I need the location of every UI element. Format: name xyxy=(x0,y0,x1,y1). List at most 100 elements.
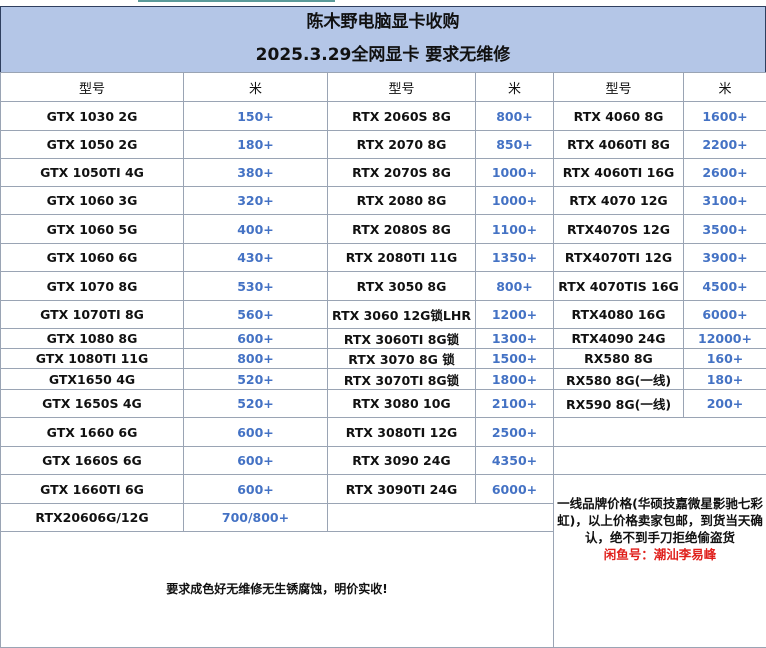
price-cell: 1500+ xyxy=(476,349,554,369)
price-cell: 1200+ xyxy=(476,301,554,329)
price-cell: 150+ xyxy=(184,102,328,131)
model-cell: GTX 1050TI 4G xyxy=(1,159,184,187)
price-cell: 4350+ xyxy=(476,447,554,475)
model-cell: GTX 1660TI 6G xyxy=(1,475,184,504)
price-cell: 600+ xyxy=(184,475,328,504)
model-cell: GTX 1030 2G xyxy=(1,102,184,131)
model-cell: RTX 3050 8G xyxy=(328,272,476,301)
price-cell: 850+ xyxy=(476,131,554,159)
model-cell: GTX 1660 6G xyxy=(1,418,184,447)
model-cell: RTX 3060TI 8G锁 xyxy=(328,329,476,349)
price-cell: 200+ xyxy=(684,390,766,418)
price-cell: 380+ xyxy=(184,159,328,187)
model-cell: GTX1650 4G xyxy=(1,369,184,390)
model-cell: RTX 4060TI 16G xyxy=(554,159,684,187)
price-cell: 2100+ xyxy=(476,390,554,418)
brand-note-cell: 一线品牌价格(华硕技嘉微星影驰七彩虹)，以上价格卖家包邮，到货当天确认，绝不到手… xyxy=(554,475,766,648)
brand-note: 一线品牌价格(华硕技嘉微星影驰七彩虹)，以上价格卖家包邮，到货当天确认，绝不到手… xyxy=(556,495,764,546)
model-cell: RTX 3090TI 24G xyxy=(328,475,476,504)
price-cell: 3500+ xyxy=(684,215,766,244)
price-cell: 1000+ xyxy=(476,159,554,187)
price-cell: 560+ xyxy=(184,301,328,329)
model-cell: RTX 3070TI 8G锁 xyxy=(328,369,476,390)
model-cell: RTX 4070 12G xyxy=(554,187,684,215)
price-cell: 600+ xyxy=(184,447,328,475)
model-cell: RTX 4060TI 8G xyxy=(554,131,684,159)
model-cell: GTX 1050 2G xyxy=(1,131,184,159)
page-subtitle: 2025.3.29全网显卡 要求无维修 xyxy=(0,38,766,73)
model-cell: RTX4090 24G xyxy=(554,329,684,349)
model-cell: GTX 1060 5G xyxy=(1,215,184,244)
price-cell: 3100+ xyxy=(684,187,766,215)
model-cell: RTX 2080 8G xyxy=(328,187,476,215)
price-cell: 600+ xyxy=(184,418,328,447)
model-cell: RTX 2060S 8G xyxy=(328,102,476,131)
price-header: 米 xyxy=(184,73,328,102)
price-cell: 2500+ xyxy=(476,418,554,447)
model-cell: RTX 3070 8G 锁 xyxy=(328,349,476,369)
price-cell: 520+ xyxy=(184,369,328,390)
price-cell: 3900+ xyxy=(684,244,766,272)
price-cell: 4500+ xyxy=(684,272,766,301)
model-cell: GTX 1650S 4G xyxy=(1,390,184,418)
price-cell: 1300+ xyxy=(476,329,554,349)
model-cell: RTX 4070TIS 16G xyxy=(554,272,684,301)
price-cell: 600+ xyxy=(184,329,328,349)
model-cell: RX580 8G(一线) xyxy=(554,369,684,390)
model-header: 型号 xyxy=(554,73,684,102)
price-cell: 6000+ xyxy=(684,301,766,329)
model-cell: RTX4080 16G xyxy=(554,301,684,329)
header-row: 型号米型号米型号米 xyxy=(1,73,766,102)
price-header: 米 xyxy=(684,73,766,102)
empty-cell xyxy=(554,418,766,447)
page-title: 陈木野电脑显卡收购 xyxy=(0,6,766,39)
model-header: 型号 xyxy=(1,73,184,102)
price-cell: 700/800+ xyxy=(184,504,328,532)
model-cell: GTX 1660S 6G xyxy=(1,447,184,475)
price-cell: 12000+ xyxy=(684,329,766,349)
price-cell: 320+ xyxy=(184,187,328,215)
model-cell: GTX 1060 3G xyxy=(1,187,184,215)
price-cell: 800+ xyxy=(476,272,554,301)
price-cell: 400+ xyxy=(184,215,328,244)
price-cell: 2600+ xyxy=(684,159,766,187)
price-cell: 1100+ xyxy=(476,215,554,244)
model-cell: RTX 3080TI 12G xyxy=(328,418,476,447)
model-cell: GTX 1060 6G xyxy=(1,244,184,272)
price-cell: 1350+ xyxy=(476,244,554,272)
model-cell: RTX 2080TI 11G xyxy=(328,244,476,272)
price-cell: 160+ xyxy=(684,349,766,369)
price-cell: 1600+ xyxy=(684,102,766,131)
empty-cell xyxy=(554,447,766,475)
contact-id: 闲鱼号：潮汕李易峰 xyxy=(556,546,764,563)
price-cell: 520+ xyxy=(184,390,328,418)
model-cell: GTX 1070TI 8G xyxy=(1,301,184,329)
model-cell: RTX 2070 8G xyxy=(328,131,476,159)
price-header: 米 xyxy=(476,73,554,102)
model-cell: GTX 1080TI 11G xyxy=(1,349,184,369)
model-header: 型号 xyxy=(328,73,476,102)
price-cell: 6000+ xyxy=(476,475,554,504)
price-cell: 1800+ xyxy=(476,369,554,390)
model-cell: RTX 2080S 8G xyxy=(328,215,476,244)
price-cell: 1000+ xyxy=(476,187,554,215)
model-cell: RTX20606G/12G xyxy=(1,504,184,532)
model-cell: RTX 3080 10G xyxy=(328,390,476,418)
model-cell: RTX 3060 12G锁LHR xyxy=(328,301,476,329)
model-cell: RTX 4060 8G xyxy=(554,102,684,131)
model-cell: RTX4070S 12G xyxy=(554,215,684,244)
